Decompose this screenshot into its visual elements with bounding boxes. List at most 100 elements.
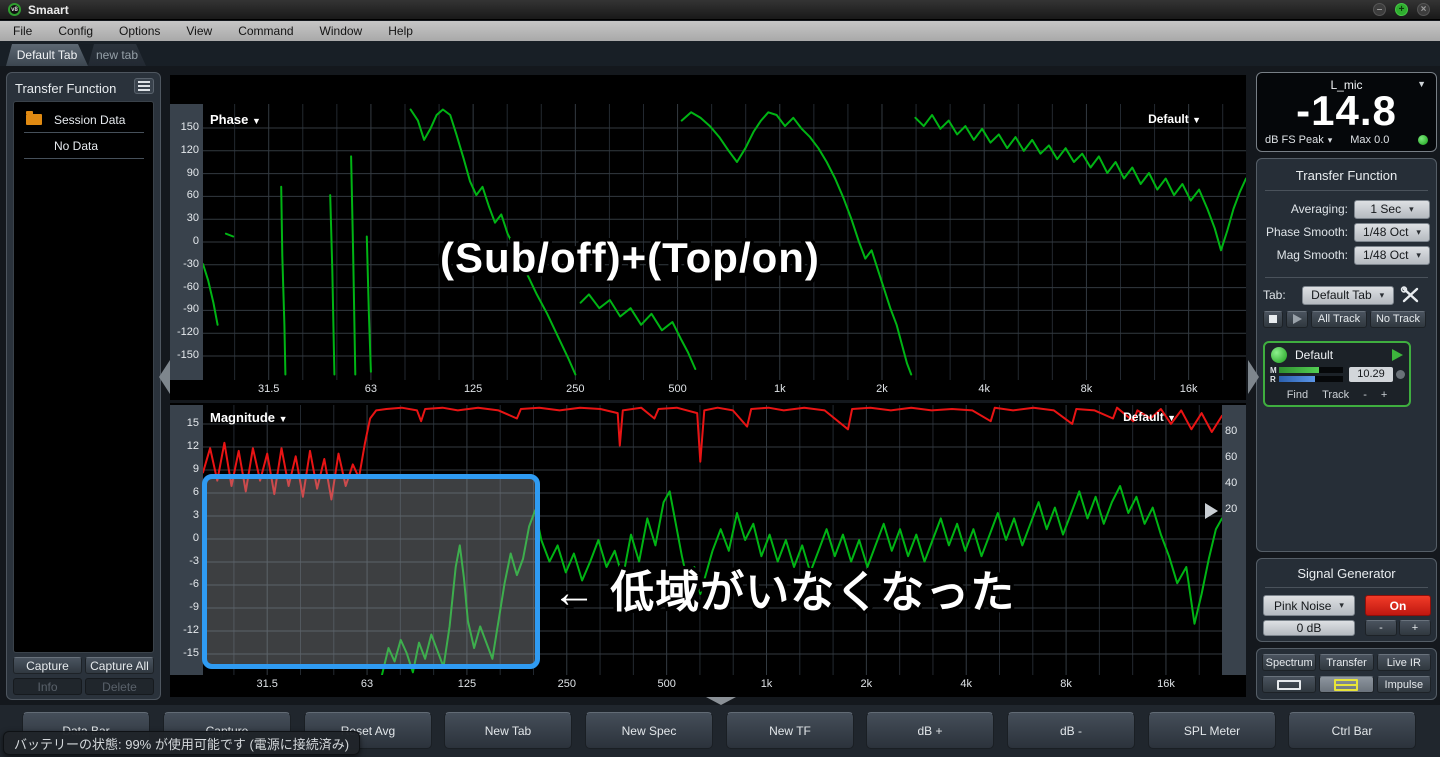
transfer-view-button[interactable]: Transfer [1319,654,1374,671]
axis-tick-label: 63 [364,383,378,395]
all-track-button[interactable]: All Track [1311,310,1367,328]
new-spec-button[interactable]: New Spec [585,712,713,749]
track-button[interactable]: Track [1322,389,1350,401]
generator-on-button[interactable]: On [1365,595,1431,616]
session-data-item[interactable]: Session Data [54,113,126,127]
new-tab-button[interactable]: New Tab [444,712,572,749]
axis-tick-label: 40 [1225,477,1238,489]
hamburger-menu-icon[interactable] [134,78,154,94]
menu-config[interactable]: Config [58,24,94,38]
wrench-icon[interactable] [1400,285,1422,305]
phase-plot[interactable] [203,104,1246,380]
split-pane-layout-button[interactable] [1319,676,1374,693]
phase-smooth-select[interactable]: 1/48 Oct ▾ [1354,222,1430,242]
m-meter-label: M [1270,366,1277,375]
phase-trace-selector[interactable]: Default ▼ [1148,112,1201,126]
track-plus-button[interactable]: + [1380,389,1388,401]
ctrl-bar-button[interactable]: Ctrl Bar [1288,712,1416,749]
magnitude-trace-selector[interactable]: Default ▼ [1123,410,1176,424]
window-title: Smaart [28,2,69,17]
delete-button[interactable]: Delete [85,678,154,695]
meter-value: -14.8 [1296,87,1397,134]
zoom-selection-box[interactable] [202,474,540,669]
info-button[interactable]: Info [13,678,82,695]
mag-smooth-select[interactable]: 1/48 Oct ▾ [1354,245,1430,265]
phase-chart[interactable]: 150 120 90 60 30 0 -30 -60 -90 -120 -150 Phase ▼ D… [170,75,1246,400]
collapse-right-panel-icon[interactable] [1248,360,1259,394]
menu-window[interactable]: Window [319,24,363,38]
coherence-axis: 80 60 40 20 [1222,405,1246,675]
axis-tick-label: 63 [360,678,374,690]
axis-tick-label: 0 [192,235,199,247]
single-pane-layout-button[interactable] [1262,676,1317,693]
level-plus-button[interactable]: + [1399,620,1431,636]
axis-tick-label: -9 [189,601,199,613]
axis-tick-label: 125 [457,678,477,690]
generator-level[interactable]: 0 dB [1263,620,1355,636]
impulse-view-button[interactable]: Impulse [1376,676,1431,693]
coherence-pointer-icon[interactable] [1205,503,1218,519]
play-button[interactable] [1286,310,1308,328]
db-minus-button[interactable]: dB - [1007,712,1135,749]
menu-help[interactable]: Help [388,24,413,38]
level-minus-button[interactable]: - [1365,620,1397,636]
tab-select[interactable]: Default Tab ▾ [1301,285,1394,305]
capture-button[interactable]: Capture [13,657,82,674]
play-icon [1292,314,1302,324]
magnitude-chart[interactable]: 15 12 9 6 3 0 -3 -6 -9 -12 -15 80 60 40 20 Magnitude … [170,403,1246,697]
find-button[interactable]: Find [1286,389,1309,401]
meter-source[interactable]: L_mic [1330,78,1363,92]
m-meter-bar [1279,367,1319,373]
meter-unit[interactable]: dB FS Peak [1265,134,1324,146]
track-card[interactable]: Default M R 10.29 Find Track - + [1263,341,1411,407]
axis-tick-label: 16k [1179,383,1198,395]
stop-button[interactable] [1263,310,1283,328]
axis-tick-label: 1k [773,383,786,395]
menu-command[interactable]: Command [238,24,294,38]
no-track-button[interactable]: No Track [1370,310,1426,328]
stop-icon [1269,315,1277,323]
track-status-dot-icon [1396,370,1405,379]
magnitude-title[interactable]: Magnitude ▼ [210,410,288,425]
live-ir-view-button[interactable]: Live IR [1376,654,1431,671]
track-delay-value[interactable]: 10.29 [1349,367,1393,382]
meter-source-caret-icon[interactable]: ▼ [1417,79,1426,89]
new-tf-button[interactable]: New TF [726,712,854,749]
axis-tick-label: -6 [189,578,199,590]
session-data-list: Session Data No Data [13,101,154,653]
collapse-left-panel-icon[interactable] [159,360,170,394]
chart-resize-handle-icon[interactable] [706,697,736,705]
close-icon[interactable]: × [1417,3,1430,16]
tab-default-tab[interactable]: Default Tab [6,44,88,66]
meter-unit-caret-icon[interactable]: ▾ [1327,134,1333,145]
db-plus-button[interactable]: dB + [866,712,994,749]
view-switcher-panel: Spectrum Transfer Live IR Impulse [1256,648,1437,700]
single-pane-icon [1277,679,1302,690]
track-name: Default [1295,348,1334,362]
phase-title[interactable]: Phase ▼ [210,112,261,127]
tf-panel-title: Transfer Function [1295,168,1398,183]
axis-tick-label: 31.5 [256,678,278,690]
zoom-window-icon[interactable]: + [1395,3,1408,16]
track-led-icon [1271,347,1287,363]
data-library-panel: Transfer Function Session Data No Data C… [6,72,161,700]
axis-tick-label: 80 [1225,425,1238,437]
spl-meter-button[interactable]: SPL Meter [1148,712,1276,749]
minimize-icon[interactable]: – [1373,3,1386,16]
spectrum-view-button[interactable]: Spectrum [1262,654,1317,671]
averaging-select[interactable]: 1 Sec ▾ [1354,199,1430,219]
axis-tick-label: 120 [180,143,199,156]
track-minus-button[interactable]: - [1363,389,1367,401]
menu-view[interactable]: View [186,24,213,38]
tab-new-tab[interactable]: new tab [88,44,146,66]
capture-all-button[interactable]: Capture All [85,657,154,674]
magnitude-plot[interactable] [203,405,1222,675]
phase-x-axis: 31.5 63 125 250 500 1k 2k 4k 8k 16k [203,383,1246,403]
track-play-icon[interactable] [1392,349,1403,361]
generator-type-select[interactable]: Pink Noise ▾ [1263,595,1355,616]
axis-tick-label: 20 [1225,503,1238,515]
menu-file[interactable]: File [13,24,33,38]
r-meter-label: R [1270,375,1276,384]
axis-tick-label: 250 [566,383,585,395]
menu-options[interactable]: Options [119,24,161,38]
